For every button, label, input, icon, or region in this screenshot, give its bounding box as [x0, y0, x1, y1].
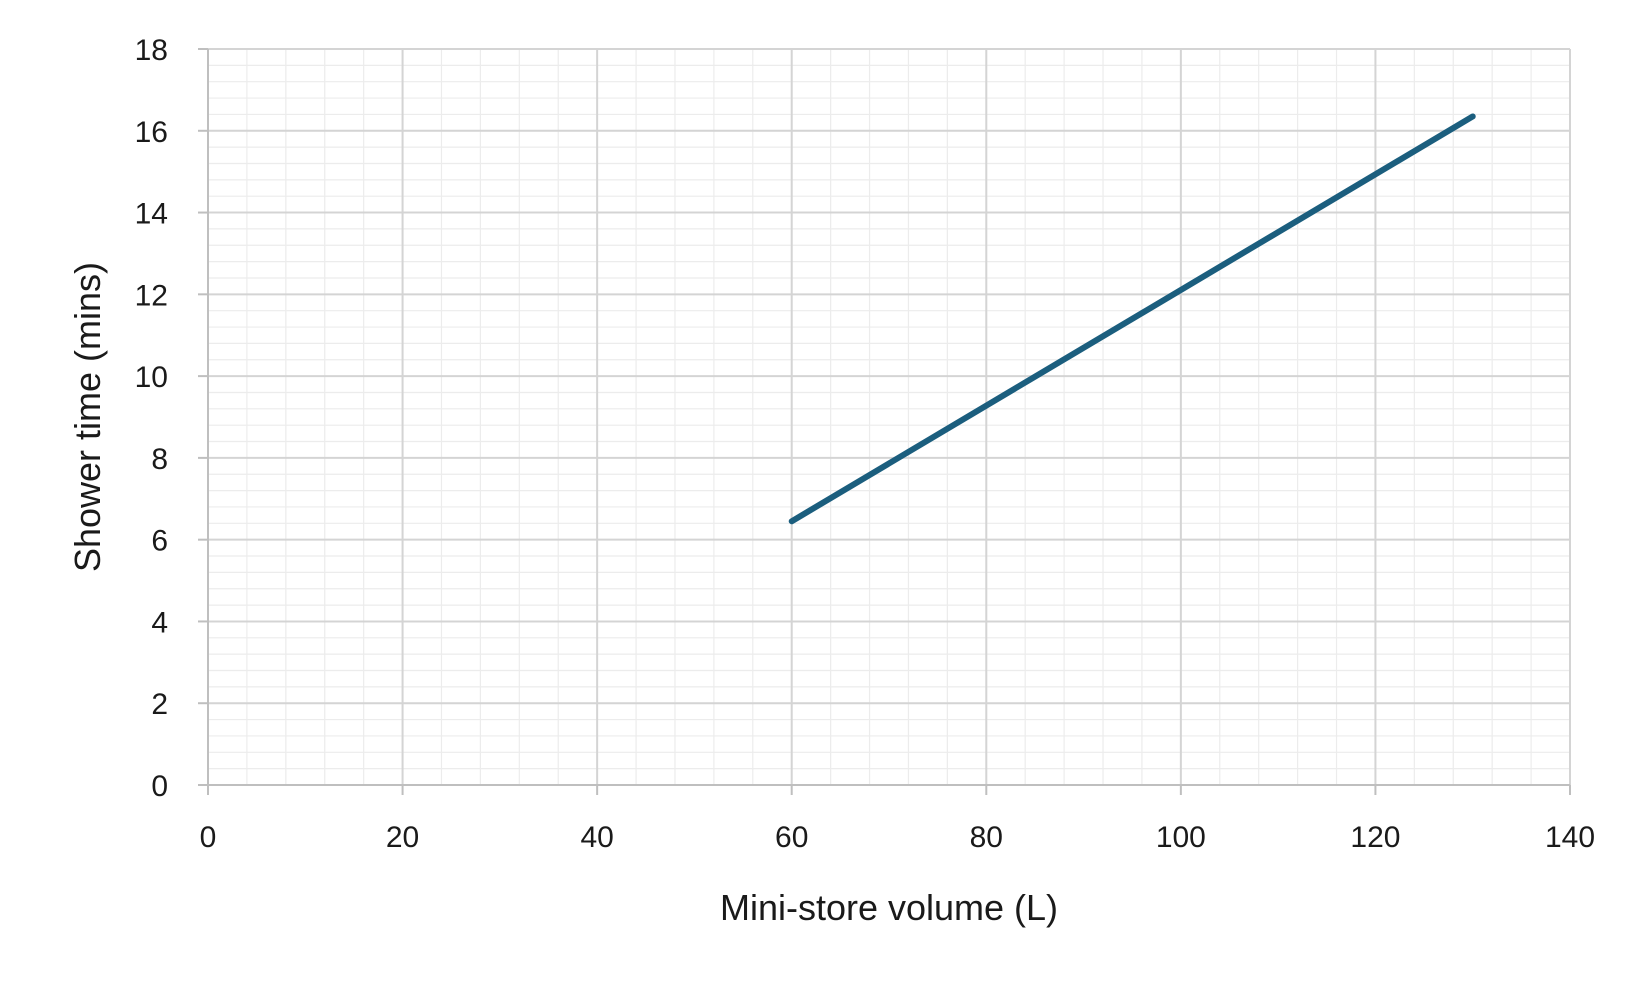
x-tick-label: 60 [775, 821, 808, 854]
y-tick-label: 4 [151, 606, 168, 639]
y-tick-label: 0 [151, 770, 168, 803]
x-tick-label: 80 [970, 821, 1003, 854]
series-line-1 [788, 113, 1476, 525]
series-lines [788, 113, 1476, 525]
y-axis-title: Shower time (mins) [67, 262, 108, 572]
y-tick-label: 14 [135, 198, 168, 231]
y-tick-labels: 0 2 4 6 8 10 12 14 16 18 [135, 34, 168, 803]
x-tick-label: 120 [1350, 821, 1400, 854]
y-tick-label: 12 [135, 279, 168, 312]
axes [198, 48, 1571, 795]
minor-gridlines [208, 49, 1570, 785]
x-tick-label: 0 [200, 821, 217, 854]
x-tick-label: 140 [1545, 821, 1595, 854]
y-tick-label: 10 [135, 361, 168, 394]
y-tick-label: 2 [151, 688, 168, 721]
y-tick-label: 8 [151, 443, 168, 476]
y-tick-label: 16 [135, 116, 168, 149]
x-tick-labels: 0 20 40 60 80 100 120 140 [200, 821, 1595, 854]
major-gridlines [208, 48, 1571, 785]
y-tick-label: 18 [135, 34, 168, 67]
x-tick-label: 20 [386, 821, 419, 854]
x-tick-label: 40 [580, 821, 613, 854]
x-tick-label: 100 [1156, 821, 1206, 854]
y-tick-label: 6 [151, 525, 168, 558]
x-axis-title: Mini-store volume (L) [720, 887, 1058, 928]
